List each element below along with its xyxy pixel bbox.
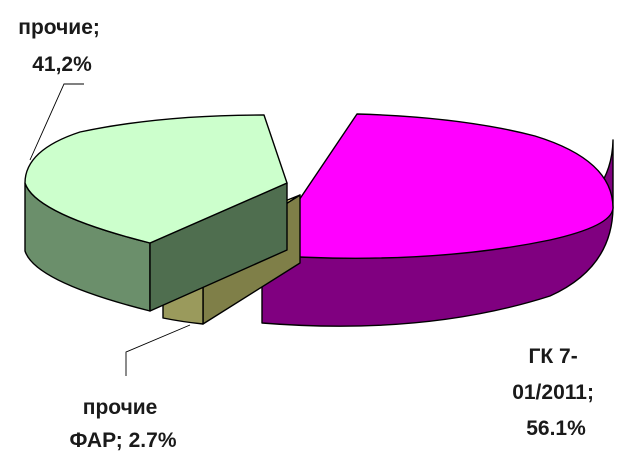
label-gk-7-01-2011: ГК 7- 01/2011; 56.1% xyxy=(512,345,600,440)
label-gk-line1: ГК 7- xyxy=(528,345,577,368)
slice-gk-7-01-2011 xyxy=(261,113,614,327)
slice-prochie-top xyxy=(24,114,288,244)
label-prochie-far-line2: ФАР; 2.7% xyxy=(70,429,177,452)
label-prochie-far-line1: прочие xyxy=(83,396,158,419)
slice-gk-top xyxy=(261,113,614,259)
label-prochie-line1: прочие; xyxy=(18,16,100,39)
leader-line-prochie xyxy=(29,83,84,161)
slice-prochie xyxy=(24,114,288,312)
label-prochie-line2: 41,2% xyxy=(32,53,92,76)
label-prochie-far: прочие ФАР; 2.7% xyxy=(70,396,177,452)
label-gk-line3: 56.1% xyxy=(526,417,586,440)
label-prochie: прочие; 41,2% xyxy=(18,16,105,76)
label-gk-line2: 01/2011; xyxy=(512,381,594,404)
leader-line-prochie-far xyxy=(125,324,191,376)
